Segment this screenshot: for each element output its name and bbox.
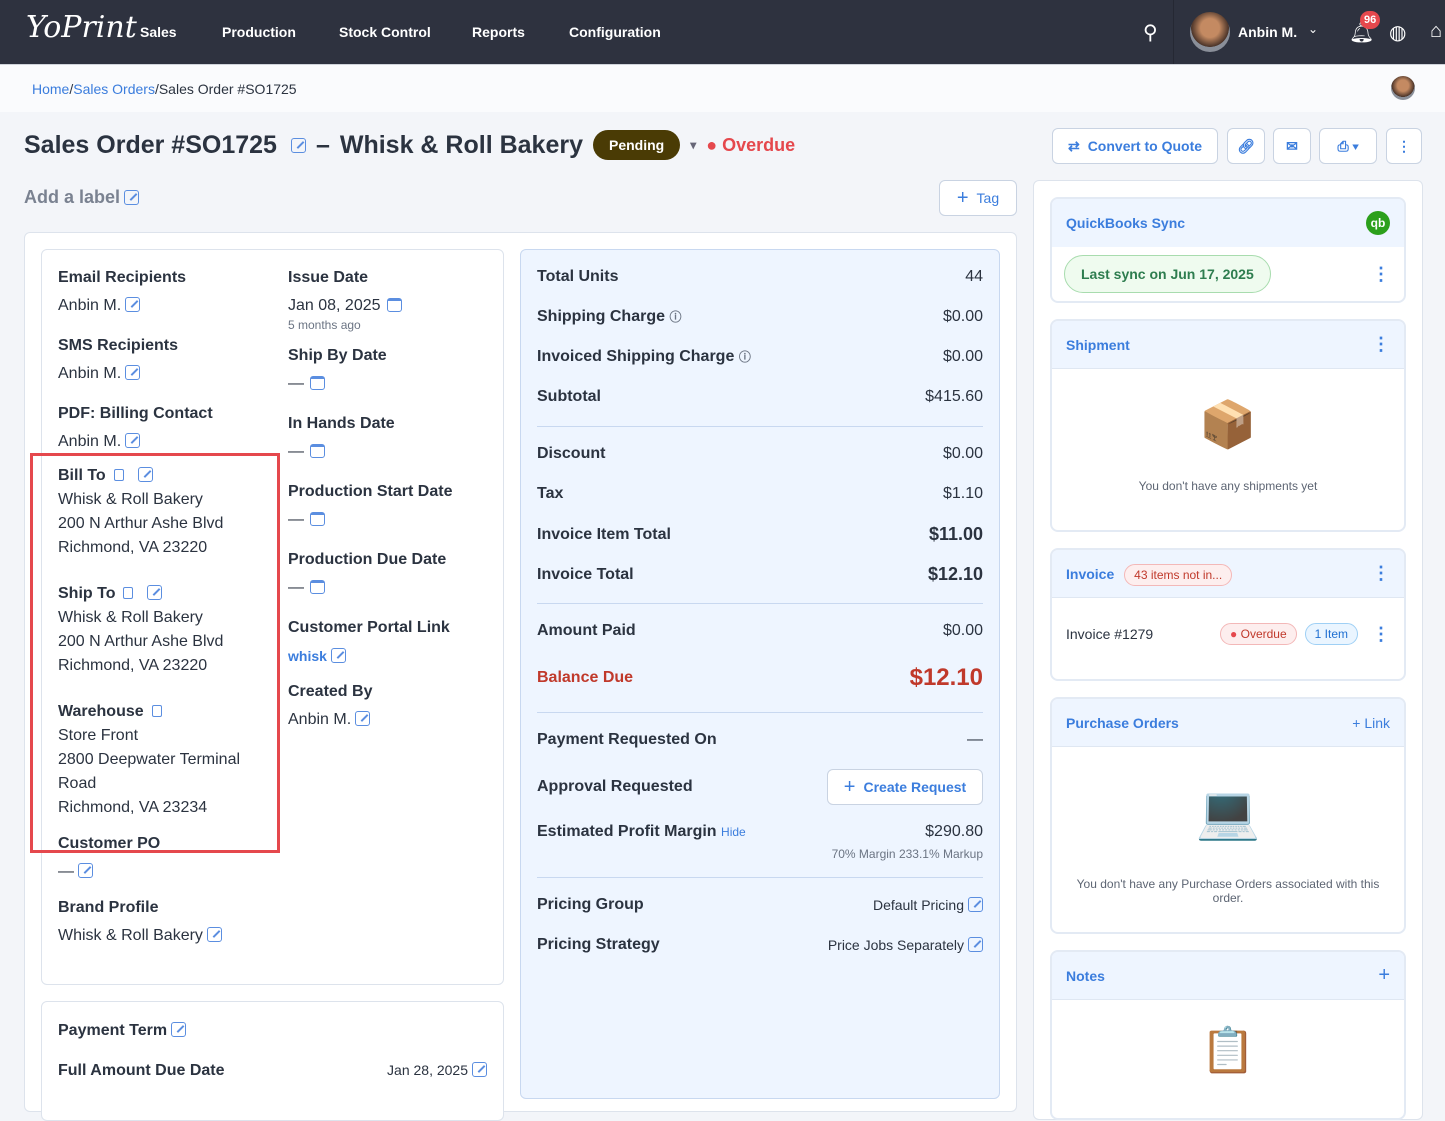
sync-status: Last sync on Jun 17, 2025 [1064, 255, 1271, 293]
hide-link[interactable]: Hide [721, 825, 746, 839]
purchase-orders-card: Purchase Orders + Link 💻 You don't have a… [1050, 697, 1406, 934]
shipment-illustration: 📦 [1199, 397, 1257, 450]
nav-sales[interactable]: Sales [140, 24, 177, 40]
overdue-status: ● Overdue [706, 134, 796, 155]
payment-card: Payment Term Full Amount Due Date Jan 28… [41, 1001, 504, 1121]
quickbooks-icon: qb [1366, 211, 1390, 235]
email-button[interactable]: ✉ [1273, 128, 1311, 164]
convert-to-quote-button[interactable]: ⇄ Convert to Quote [1052, 128, 1218, 164]
quickbooks-card: QuickBooks Sync qb Last sync on Jun 17, 2… [1050, 197, 1406, 303]
copy-icon[interactable] [113, 469, 124, 481]
home-icon[interactable]: ⌂ [1430, 20, 1443, 42]
chevron-down-icon[interactable]: ▾ [690, 138, 697, 152]
logo[interactable]: YoPrint [26, 10, 137, 45]
add-label[interactable]: Add a label [24, 187, 140, 208]
shipment-card: Shipment ⋮ 📦 You don't have any shipments… [1050, 319, 1406, 532]
more-icon[interactable]: ⋮ [1372, 263, 1390, 284]
add-tag-button[interactable]: + Tag [939, 180, 1017, 216]
swap-icon: ⇄ [1067, 137, 1080, 154]
aperture-icon[interactable]: ◍ [1389, 22, 1407, 44]
page-title: Sales Order #SO1725 – Whisk & Roll Baker… [24, 130, 796, 160]
search-icon[interactable]: ⚲ [1143, 22, 1158, 44]
nav-configuration[interactable]: Configuration [569, 24, 661, 40]
add-note-button[interactable]: + [1378, 964, 1390, 986]
calendar-icon[interactable] [386, 298, 402, 312]
breadcrumb-home[interactable]: Home [32, 81, 70, 97]
customer-name: Whisk & Roll Bakery [339, 130, 583, 159]
breadcrumb: Home/Sales Orders/Sales Order #SO1725 [0, 64, 1445, 112]
chevron-down-icon[interactable]: ⌄ [1308, 22, 1319, 36]
nav-reports[interactable]: Reports [472, 24, 525, 40]
more-icon[interactable]: ⋮ [1372, 334, 1390, 354]
print-button[interactable]: ⎙ ▾ [1319, 128, 1377, 164]
edit-icon[interactable] [125, 297, 141, 312]
invoice-number[interactable]: Invoice #1279 [1066, 626, 1154, 642]
breadcrumb-current: Sales Order #SO1725 [158, 81, 297, 97]
highlight-box [30, 453, 280, 853]
purchase-orders-illustration: 💻 [1195, 783, 1261, 842]
notes-card: Notes + 📋 [1050, 950, 1406, 1120]
edit-icon[interactable] [290, 137, 306, 153]
breadcrumb-sales-orders[interactable]: Sales Orders [73, 81, 155, 97]
info-icon: ⓘ [669, 310, 682, 324]
avatar[interactable] [1190, 12, 1230, 52]
details-card: Email Recipients Anbin M. SMS Recipients… [30, 249, 504, 985]
portal-link[interactable]: whisk [288, 648, 327, 664]
info-icon: ⓘ [738, 350, 751, 364]
more-button[interactable]: ⋮ [1386, 128, 1422, 164]
nav-stock-control[interactable]: Stock Control [339, 24, 431, 40]
avatar-small[interactable] [1391, 76, 1415, 100]
top-nav: YoPrint Sales Production Stock Control R… [0, 0, 1445, 64]
nav-production[interactable]: Production [222, 24, 296, 40]
link-po-button[interactable]: + Link [1352, 714, 1390, 731]
status-badge[interactable]: Pending [593, 130, 681, 160]
user-name[interactable]: Anbin M. [1238, 24, 1298, 40]
notification-badge: 96 [1360, 11, 1381, 29]
link-button[interactable]: 🔗︎ [1227, 128, 1265, 164]
create-request-button[interactable]: + Create Request [827, 769, 983, 805]
notes-illustration: 📋 [1200, 1026, 1256, 1075]
invoice-card: Invoice 43 items not in... ⋮ Invoice #127… [1050, 548, 1406, 681]
summary-card: Total Units 44 Shipping Charge ⓘ $0.00 Inv… [520, 249, 1000, 1099]
